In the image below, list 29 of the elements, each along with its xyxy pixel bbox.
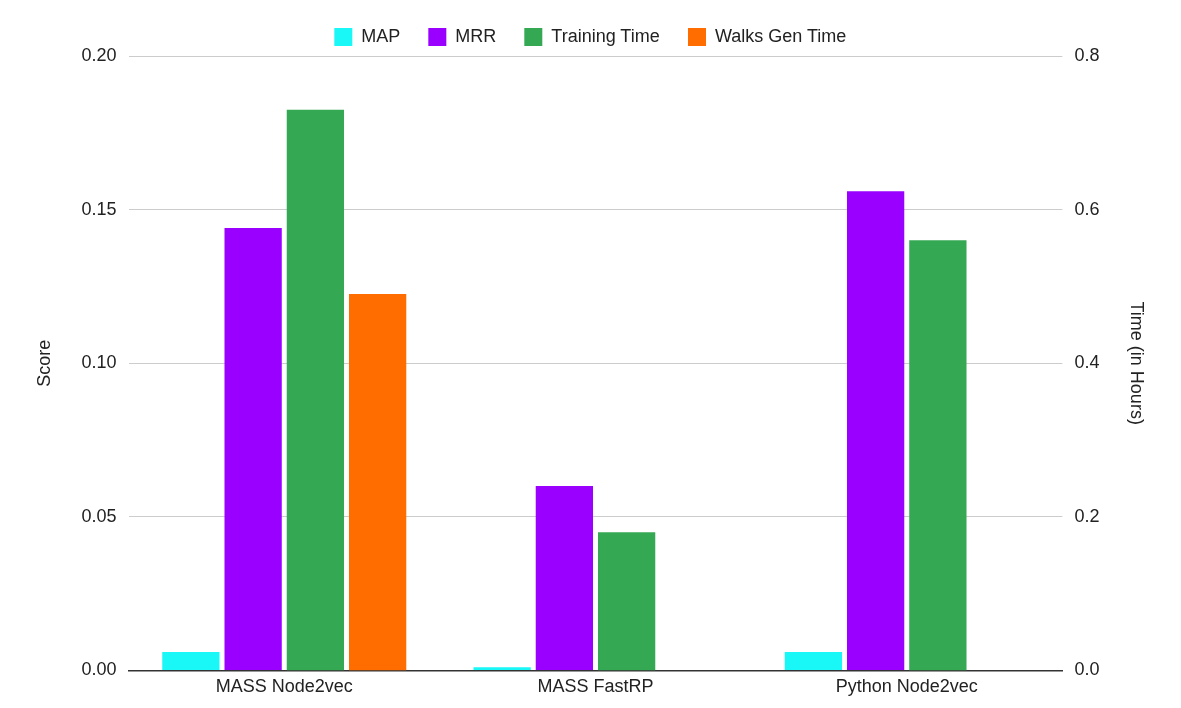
y-tick-label: 0.15 [81, 198, 117, 219]
y2-tick-label: 0.8 [1074, 44, 1100, 65]
bar [909, 240, 967, 671]
legend-label: MAP [361, 25, 401, 46]
y-axis-title: Score [33, 339, 54, 387]
bar [286, 109, 345, 671]
bar [224, 228, 282, 670]
bar [846, 191, 905, 670]
y2-tick-label: 0.4 [1074, 352, 1100, 373]
bar [598, 532, 656, 671]
legend-label: MRR [455, 25, 497, 46]
y-tick-label: 0.05 [81, 505, 117, 526]
x-tick-label: MASS Node2vec [215, 676, 353, 697]
y2-tick-label: 0.6 [1074, 198, 1100, 219]
bar [162, 651, 220, 670]
y-tick-label: 0.20 [81, 44, 117, 65]
y-tick-label: 0.10 [81, 352, 117, 373]
bar [473, 667, 531, 670]
y2-tick-label: 0.2 [1074, 505, 1100, 526]
legend-label: Walks Gen Time [715, 25, 847, 46]
bar [349, 294, 407, 671]
y2-axis-title: Time (in Hours) [1127, 301, 1148, 425]
x-tick-label: MASS FastRP [537, 676, 654, 697]
y2-tick-label: 0.0 [1074, 659, 1100, 680]
y-tick-label: 0.00 [81, 659, 117, 680]
x-tick-label: Python Node2vec [835, 676, 978, 697]
bar [784, 651, 843, 670]
bar [535, 486, 594, 670]
legend-label: Training Time [551, 25, 660, 46]
